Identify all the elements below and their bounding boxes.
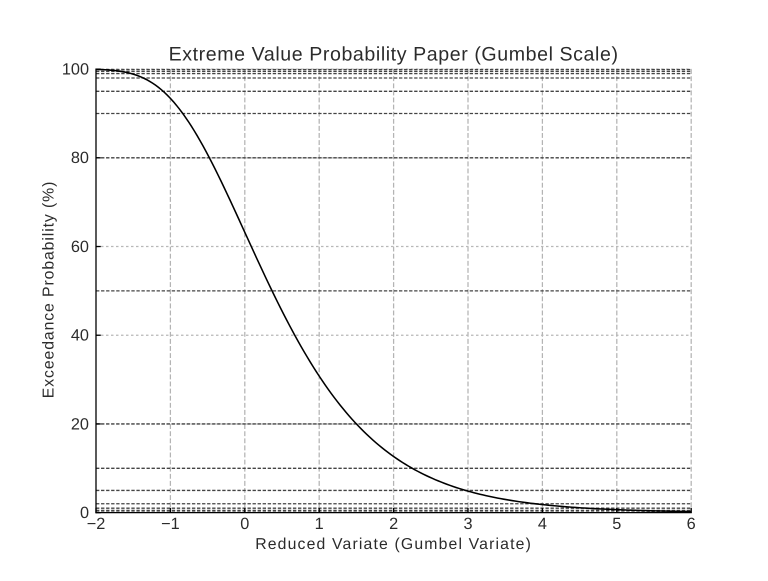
- svg-text:40: 40: [71, 327, 89, 345]
- svg-text:0: 0: [240, 515, 249, 533]
- svg-text:0: 0: [80, 504, 89, 522]
- svg-text:−2: −2: [87, 515, 106, 533]
- svg-text:5: 5: [612, 515, 621, 533]
- svg-text:2: 2: [389, 515, 398, 533]
- svg-text:60: 60: [71, 238, 89, 256]
- svg-text:20: 20: [71, 415, 89, 433]
- svg-text:Exceedance Probability (%): Exceedance Probability (%): [40, 181, 57, 398]
- svg-text:80: 80: [71, 149, 89, 167]
- svg-text:6: 6: [687, 515, 696, 533]
- svg-text:1: 1: [315, 515, 324, 533]
- svg-text:Reduced Variate (Gumbel Variat: Reduced Variate (Gumbel Variate): [255, 536, 532, 553]
- svg-text:4: 4: [538, 515, 547, 533]
- svg-text:3: 3: [463, 515, 472, 533]
- svg-text:Extreme Value Probability Pape: Extreme Value Probability Paper (Gumbel …: [169, 43, 619, 65]
- svg-text:100: 100: [62, 61, 89, 79]
- svg-text:−1: −1: [161, 515, 180, 533]
